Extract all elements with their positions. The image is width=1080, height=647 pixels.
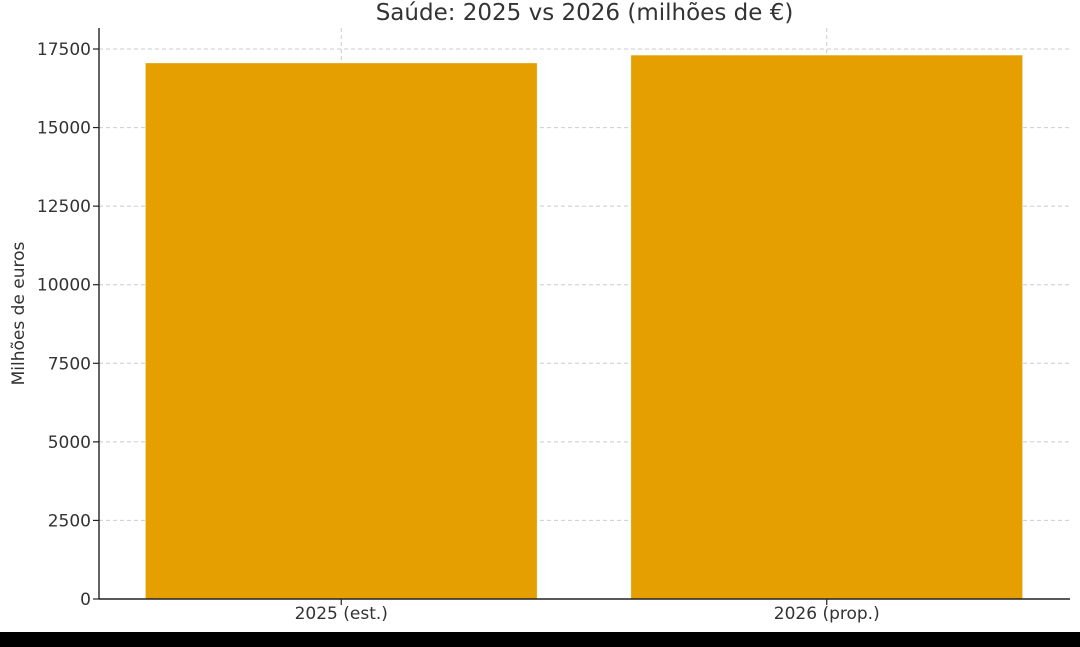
chart-title: Saúde: 2025 vs 2026 (milhões de €) bbox=[376, 0, 794, 26]
y-tick-label: 7500 bbox=[48, 354, 91, 374]
y-tick-label: 17500 bbox=[37, 40, 91, 60]
x-tick-label: 2026 (prop.) bbox=[774, 604, 880, 624]
tick-layer: 0 2500 5000 7500 10000 12500 15000 17500 2025 (e… bbox=[37, 40, 880, 624]
x-tick-label: 2025 (est.) bbox=[295, 604, 388, 624]
bar-layer bbox=[145, 55, 1023, 600]
bar bbox=[145, 63, 537, 599]
y-tick-label: 10000 bbox=[37, 276, 91, 296]
y-tick-label: 0 bbox=[80, 590, 91, 610]
axis-layer bbox=[98, 28, 1070, 600]
bar-chart: 0 2500 5000 7500 10000 12500 15000 17500 2025 (e… bbox=[9, 0, 1070, 624]
y-tick-label: 2500 bbox=[48, 511, 91, 531]
bar bbox=[631, 55, 1023, 600]
y-tick-label: 12500 bbox=[37, 197, 91, 217]
y-tick-label: 5000 bbox=[48, 433, 91, 453]
chart-canvas: 0 2500 5000 7500 10000 12500 15000 17500 2025 (e… bbox=[0, 0, 1080, 632]
y-axis-title: Milhões de euros bbox=[9, 241, 29, 385]
y-tick-label: 15000 bbox=[37, 119, 91, 139]
